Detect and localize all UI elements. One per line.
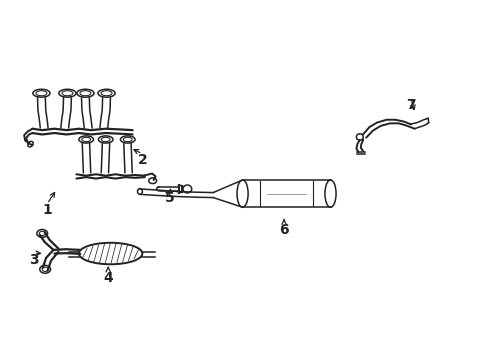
Text: 1: 1 [42, 203, 52, 217]
Text: 5: 5 [164, 191, 174, 205]
Text: 4: 4 [103, 271, 113, 284]
Text: 7: 7 [406, 98, 416, 112]
Text: 2: 2 [138, 153, 147, 167]
Text: 6: 6 [279, 223, 289, 237]
Text: 3: 3 [29, 253, 39, 267]
